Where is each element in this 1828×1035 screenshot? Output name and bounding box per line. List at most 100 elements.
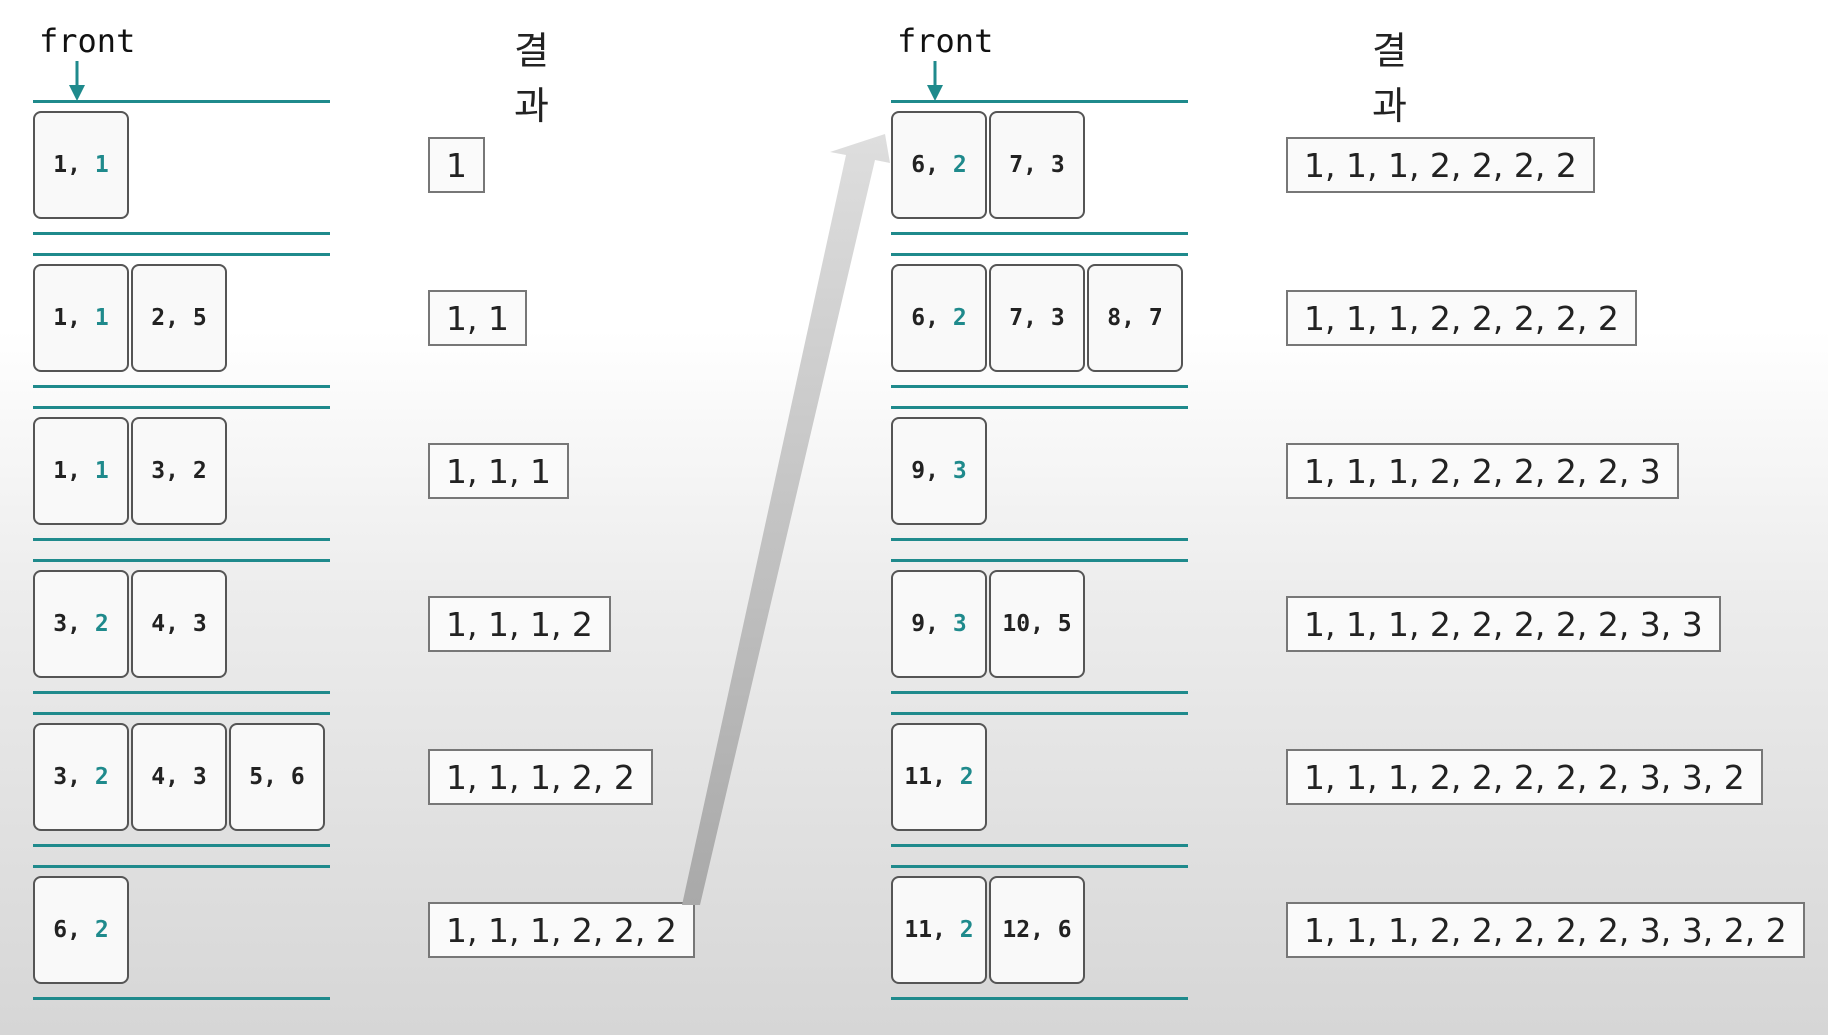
cell-count: 2 <box>959 917 974 943</box>
queue-cell: 3, 2 <box>33 570 129 678</box>
queue-top-line <box>33 559 330 562</box>
cell-separator: , <box>263 764 291 790</box>
cell-value: 3 <box>151 458 166 484</box>
cell-value: 9 <box>911 458 926 484</box>
queue-bottom-line <box>891 691 1188 694</box>
cell-separator: , <box>925 152 953 178</box>
cell-count: 3 <box>1050 152 1065 178</box>
front-pointer-icon <box>927 61 943 101</box>
cell-value: 3 <box>53 611 68 637</box>
cell-count: 3 <box>192 764 207 790</box>
queue-top-line <box>891 712 1188 715</box>
cell-count: 2 <box>959 764 974 790</box>
cell-separator: , <box>67 458 95 484</box>
cell-value: 6 <box>911 305 926 331</box>
cell-value: 9 <box>911 611 926 637</box>
queue-cell: 3, 2 <box>33 723 129 831</box>
cell-value: 11 <box>904 917 933 943</box>
queue-cell: 6, 2 <box>891 111 987 219</box>
cell-value: 12 <box>1002 917 1031 943</box>
queue-cell: 3, 2 <box>131 417 227 525</box>
cell-count: 3 <box>952 458 967 484</box>
cell-separator: , <box>165 458 193 484</box>
cell-count: 1 <box>94 305 109 331</box>
cell-value: 1 <box>53 152 68 178</box>
cell-value: 11 <box>904 764 933 790</box>
queue-cell: 6, 2 <box>33 876 129 984</box>
cell-count: 7 <box>1148 305 1163 331</box>
queue-step: 9, 3 10, 5 1, 1, 1, 2, 2, 2, 2, 2, 3, 3 <box>858 559 1728 712</box>
cell-separator: , <box>165 305 193 331</box>
queue-top-line <box>891 406 1188 409</box>
queue-top-line <box>891 559 1188 562</box>
queue-step: 11, 2 12, 6 1, 1, 1, 2, 2, 2, 2, 2, 3, 3, … <box>858 865 1805 1018</box>
result-header: 결과 <box>514 29 549 128</box>
queue-cells: 9, 3 10, 5 <box>891 570 1085 680</box>
cell-value: 7 <box>1009 305 1024 331</box>
queue-cells: 11, 2 <box>891 723 987 833</box>
queue-cell: 9, 3 <box>891 417 987 525</box>
result-box: 1, 1, 1, 2 <box>428 596 611 652</box>
queue-step: 6, 2 1, 1, 1, 2, 2, 2 <box>0 865 870 1018</box>
cell-count: 2 <box>952 152 967 178</box>
cell-separator: , <box>1030 611 1058 637</box>
cell-count: 3 <box>1050 305 1065 331</box>
cell-value: 4 <box>151 611 166 637</box>
cell-count: 3 <box>952 611 967 637</box>
queue-bottom-line <box>33 691 330 694</box>
cell-value: 2 <box>151 305 166 331</box>
queue-cell: 8, 7 <box>1087 264 1183 372</box>
cell-separator: , <box>925 458 953 484</box>
queue-bottom-line <box>33 844 330 847</box>
cell-separator: , <box>1023 305 1051 331</box>
cell-value: 4 <box>151 764 166 790</box>
queue-bottom-line <box>891 232 1188 235</box>
cell-separator: , <box>67 917 95 943</box>
cell-count: 1 <box>94 152 109 178</box>
result-box: 1, 1, 1, 2, 2, 2, 2, 2, 3 <box>1286 443 1679 499</box>
result-box: 1, 1 <box>428 290 527 346</box>
queue-top-line <box>891 865 1188 868</box>
cell-separator: , <box>67 611 95 637</box>
front-pointer-icon <box>69 61 85 101</box>
queue-step: 11, 2 1, 1, 1, 2, 2, 2, 2, 2, 3, 3, 2 <box>858 712 1763 865</box>
queue-top-line <box>891 100 1188 103</box>
cell-value: 6 <box>911 152 926 178</box>
result-box: 1, 1, 1, 2, 2, 2, 2, 2, 3, 3, 2, 2 <box>1286 902 1805 958</box>
queue-cell: 9, 3 <box>891 570 987 678</box>
cell-count: 5 <box>1057 611 1072 637</box>
cell-separator: , <box>165 764 193 790</box>
queue-top-line <box>891 253 1188 256</box>
result-box: 1, 1, 1, 2, 2, 2, 2, 2, 3, 3, 2 <box>1286 749 1763 805</box>
queue-bottom-line <box>33 997 330 1000</box>
queue-bottom-line <box>891 844 1188 847</box>
result-header: 결과 <box>1372 29 1407 128</box>
result-box: 1 <box>428 137 485 193</box>
front-label: front <box>39 22 136 60</box>
queue-bottom-line <box>891 997 1188 1000</box>
cell-separator: , <box>67 764 95 790</box>
cell-separator: , <box>1121 305 1149 331</box>
cell-count: 2 <box>94 764 109 790</box>
queue-cell: 5, 6 <box>229 723 325 831</box>
queue-cells: 3, 2 4, 3 <box>33 570 227 680</box>
result-box: 1, 1, 1 <box>428 443 569 499</box>
cell-count: 2 <box>94 611 109 637</box>
cell-value: 1 <box>53 458 68 484</box>
queue-cell: 1, 1 <box>33 417 129 525</box>
queue-top-line <box>33 712 330 715</box>
queue-step: 9, 3 1, 1, 1, 2, 2, 2, 2, 2, 3 <box>858 406 1728 559</box>
queue-bottom-line <box>891 385 1188 388</box>
cell-count: 2 <box>94 917 109 943</box>
queue-cells: 11, 2 12, 6 <box>891 876 1085 986</box>
cell-count: 6 <box>290 764 305 790</box>
cell-value: 1 <box>53 305 68 331</box>
